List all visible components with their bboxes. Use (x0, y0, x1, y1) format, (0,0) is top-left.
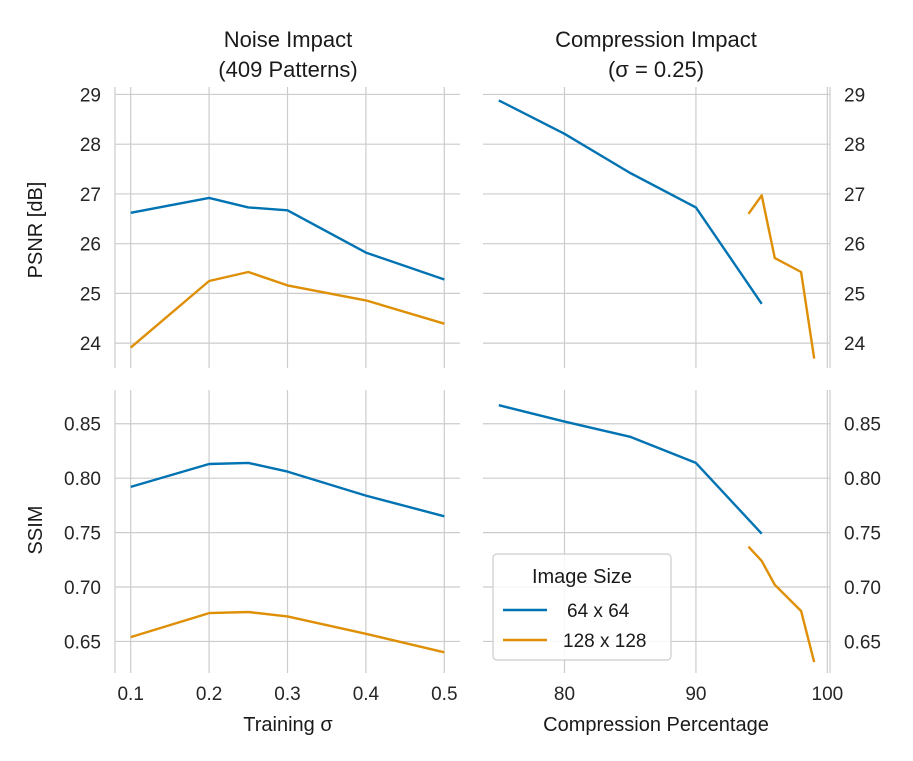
col-title-right-line2: (σ = 0.25) (608, 57, 704, 82)
ytick-label-psnr-noise-4: 28 (80, 135, 101, 156)
legend-title: Image Size (532, 566, 632, 588)
ytick-label-ssim-compression-0: 0.65 (844, 632, 881, 653)
legend: Image Size 64 x 64 128 x 128 (492, 553, 672, 661)
panel-ssim-noise: 0.65 0.70 0.75 0.80 0.85 0.1 0.2 0.3 0.4 0.5 (64, 390, 460, 705)
legend-label-128: 128 x 128 (563, 631, 646, 652)
xtick-label-ssim-compression-2: 100 (812, 684, 844, 705)
ytick-label-psnr-noise-3: 27 (80, 185, 101, 206)
xtick-label-ssim-noise-4: 0.5 (431, 684, 457, 705)
series-line-64-psnr-compression (498, 99, 763, 305)
ytick-label-ssim-noise-0: 0.65 (64, 632, 101, 653)
ytick-label-ssim-compression-4: 0.85 (844, 415, 881, 436)
series-line-64-ssim-noise (130, 461, 445, 518)
ytick-label-ssim-compression-3: 0.80 (844, 469, 881, 490)
ytick-label-ssim-noise-1: 0.70 (64, 578, 101, 599)
ylabel-psnr: PSNR [dB] (25, 182, 47, 279)
ytick-label-psnr-compression-1: 25 (844, 284, 865, 305)
series-line-128-psnr-noise (129, 270, 445, 349)
series-line-128-psnr-compression (747, 194, 816, 359)
legend-box (492, 553, 672, 661)
ytick-label-psnr-noise-1: 25 (80, 284, 101, 305)
xtick-label-ssim-compression-1: 90 (685, 684, 706, 705)
ytick-label-psnr-compression-5: 29 (844, 85, 865, 106)
ytick-label-psnr-compression-3: 27 (844, 185, 865, 206)
xtick-label-ssim-compression-0: 80 (554, 684, 575, 705)
col-title-left-line2: (409 Patterns) (218, 57, 357, 82)
legend-label-64: 64 x 64 (567, 601, 630, 622)
col-title-left-line1: Noise Impact (224, 27, 352, 52)
ytick-label-psnr-compression-2: 26 (844, 235, 865, 256)
col-title-right-line1: Compression Impact (555, 27, 757, 52)
series-line-128-ssim-noise (130, 610, 445, 654)
xlabel-right: Compression Percentage (543, 714, 769, 736)
ytick-label-ssim-compression-1: 0.70 (844, 578, 881, 599)
xtick-label-ssim-noise-3: 0.4 (353, 684, 380, 705)
series-line-64-psnr-noise (130, 196, 445, 281)
panel-psnr-compression: 24 25 26 27 28 29 (483, 85, 866, 368)
xlabel-left: Training σ (243, 714, 333, 736)
ytick-label-ssim-compression-2: 0.75 (844, 524, 881, 545)
ytick-label-ssim-noise-2: 0.75 (64, 524, 101, 545)
ytick-label-psnr-noise-0: 24 (80, 334, 102, 355)
ytick-label-psnr-noise-2: 26 (80, 235, 101, 256)
series-line-128-ssim-compression (747, 545, 816, 663)
xtick-label-ssim-noise-1: 0.2 (196, 684, 222, 705)
ytick-label-psnr-compression-4: 28 (844, 135, 865, 156)
xtick-label-ssim-noise-2: 0.3 (274, 684, 300, 705)
ytick-label-psnr-noise-5: 29 (80, 85, 101, 106)
ytick-label-psnr-compression-0: 24 (844, 334, 866, 355)
ylabel-ssim: SSIM (25, 506, 47, 555)
panel-psnr-noise: 24 25 26 27 28 29 (80, 85, 460, 368)
ytick-label-ssim-noise-3: 0.80 (64, 469, 101, 490)
series-line-64-ssim-compression (498, 404, 763, 535)
xtick-label-ssim-noise-0: 0.1 (117, 684, 143, 705)
ytick-label-ssim-noise-4: 0.85 (64, 415, 101, 436)
